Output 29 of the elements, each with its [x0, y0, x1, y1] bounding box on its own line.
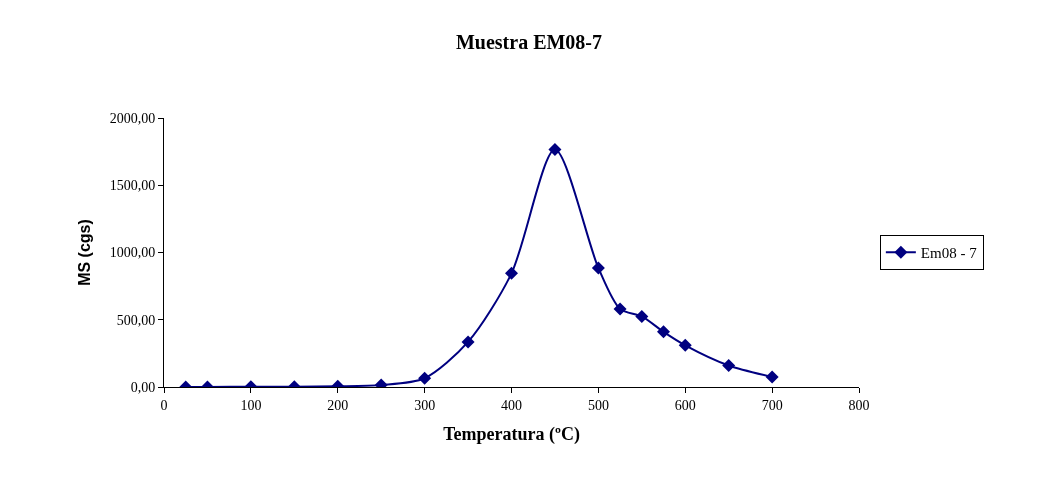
x-tick-label: 600: [674, 397, 696, 413]
legend-label: Em08 - 7: [920, 245, 978, 262]
x-tick-label: 700: [761, 397, 783, 413]
x-tick-label: 200: [327, 397, 349, 413]
x-tick-label: 300: [414, 397, 436, 413]
point: [418, 371, 432, 385]
x-tick-label: 800: [848, 397, 870, 413]
x-axis-title: Temperatura (ºC): [443, 423, 580, 445]
x-tick-label: 500: [587, 397, 609, 413]
point: [765, 370, 779, 384]
y-tick-label: 0,00: [130, 379, 156, 395]
point: [722, 358, 736, 372]
point: [461, 335, 475, 349]
point: [505, 266, 518, 280]
x-tick-label: 400: [501, 397, 522, 413]
point: [548, 143, 562, 157]
y-tick-label: 2000,00: [109, 110, 156, 126]
point: [678, 338, 692, 352]
y-tick-label: 500,00: [116, 312, 156, 328]
y-axis-title: MS (cgs): [75, 219, 93, 286]
x-tick-label: 0: [160, 397, 168, 413]
point: [657, 325, 671, 339]
chart-title: Muestra EM08-7: [455, 31, 603, 54]
point: [613, 302, 627, 316]
y-tick-label: 1500,00: [109, 178, 156, 194]
x-tick-label: 100: [240, 397, 262, 413]
point: [591, 261, 605, 275]
y-tick-label: 1000,00: [109, 245, 156, 261]
point: [635, 309, 649, 323]
